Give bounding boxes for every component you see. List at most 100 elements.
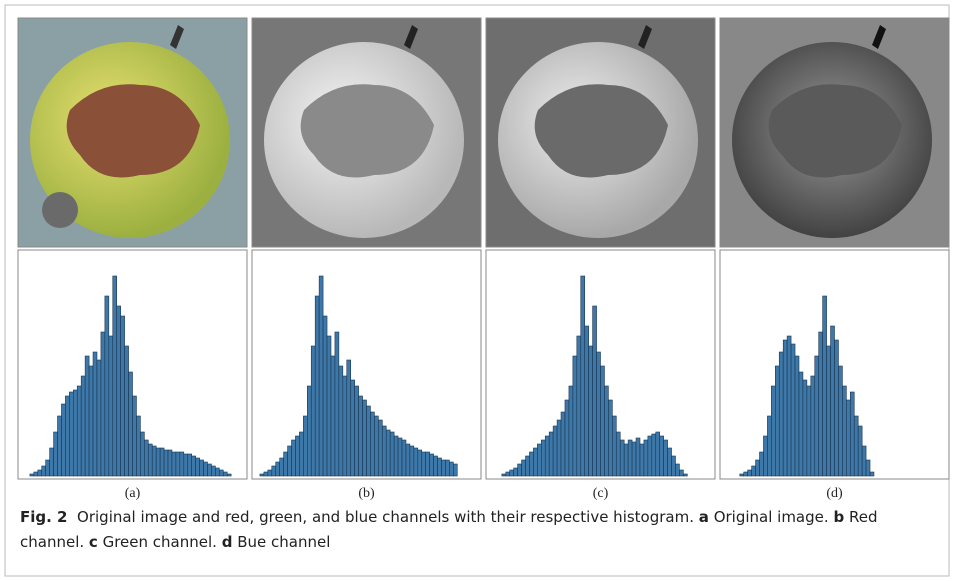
histogram-bar — [636, 438, 640, 476]
histogram-bar — [545, 436, 549, 476]
histogram-bar — [204, 462, 208, 476]
figure-graphics: (a)(b)(c)(d) — [0, 0, 955, 581]
histogram-bar — [73, 390, 77, 476]
histogram-bar — [176, 452, 180, 476]
histogram-bar — [343, 376, 347, 476]
histogram-bar — [557, 420, 561, 476]
histogram-bar — [668, 448, 672, 476]
histogram-bar — [656, 432, 660, 476]
histogram-bar — [616, 432, 620, 476]
histogram-bar — [418, 450, 422, 476]
histogram-bar — [386, 430, 390, 476]
histogram-bar — [351, 380, 355, 476]
histogram-bar — [565, 400, 569, 476]
histogram-bar — [858, 426, 862, 476]
histogram-bar — [34, 472, 38, 476]
caption-text: Original image and red, green, and blue … — [77, 508, 694, 526]
histogram-bar — [791, 344, 795, 476]
histogram-bar — [533, 448, 537, 476]
panel-label: (c) — [593, 486, 609, 501]
histogram-bar — [215, 468, 219, 476]
histogram-bar — [211, 466, 215, 476]
image-b — [252, 18, 481, 247]
histogram-bar — [347, 360, 351, 476]
histogram-bar — [526, 456, 530, 476]
histogram-bar — [846, 400, 850, 476]
part-letter: b — [833, 508, 844, 526]
histogram-bar — [426, 452, 430, 476]
histogram-bar — [581, 276, 585, 476]
histogram-bar — [866, 460, 870, 476]
histogram-bar — [675, 464, 679, 476]
histogram-bar — [577, 336, 581, 476]
histogram-bar — [620, 440, 624, 476]
histogram-bar — [394, 436, 398, 476]
histogram-bar — [188, 454, 192, 476]
histogram-bar — [438, 458, 442, 476]
histogram-bar — [125, 346, 129, 476]
histogram-bar — [510, 470, 514, 476]
histogram-bar — [144, 440, 148, 476]
histogram-bar — [363, 400, 367, 476]
histogram-bar — [359, 396, 363, 476]
part-letter: c — [89, 533, 98, 551]
histogram-bar — [644, 440, 648, 476]
histogram-bar — [529, 452, 533, 476]
histogram-bar — [514, 468, 518, 476]
histogram-bar — [541, 440, 545, 476]
histogram-bar — [441, 460, 445, 476]
histogram-bar — [38, 470, 42, 476]
histogram-bar — [219, 470, 223, 476]
histogram-bar — [585, 326, 589, 476]
histogram-bar — [284, 452, 288, 476]
histogram-bar — [664, 440, 668, 476]
histogram-bar — [200, 460, 204, 476]
histogram-bar — [406, 444, 410, 476]
histogram-bar — [740, 474, 744, 476]
image-a — [18, 18, 247, 247]
histogram-bar — [89, 366, 93, 476]
histogram-bar — [227, 474, 231, 476]
histogram-bar — [660, 436, 664, 476]
histogram-bar — [807, 386, 811, 476]
histogram-bar — [589, 346, 593, 476]
histogram-bar — [323, 316, 327, 476]
histogram-bar — [307, 386, 311, 476]
histogram-bar — [549, 432, 553, 476]
panel-label: (a) — [125, 486, 141, 501]
histogram-bar — [652, 434, 656, 476]
histogram-bar — [370, 412, 374, 476]
histogram-bar — [803, 380, 807, 476]
panel-label: (d) — [826, 486, 843, 501]
histogram-bar — [748, 470, 752, 476]
histogram-bar — [819, 332, 823, 476]
figure-number: Fig. 2 — [20, 508, 67, 526]
histogram-bar — [744, 472, 748, 476]
histogram-bar — [752, 466, 756, 476]
histogram-bar — [787, 336, 791, 476]
histogram-bar — [779, 352, 783, 476]
histogram-bar — [838, 366, 842, 476]
histogram-bar — [795, 356, 799, 476]
histogram-bar — [835, 340, 839, 476]
histogram-bar — [129, 372, 133, 476]
histogram-bar — [133, 396, 137, 476]
histogram-bar — [390, 432, 394, 476]
histogram-bar — [604, 386, 608, 476]
histogram-bar — [760, 452, 764, 476]
histogram-bar — [264, 472, 268, 476]
histogram-bar — [81, 376, 85, 476]
histogram-bar — [862, 446, 866, 476]
histogram-bar — [61, 404, 65, 476]
part-text: Original image. — [714, 508, 829, 526]
histogram-bar — [69, 392, 73, 476]
histogram-bar — [30, 474, 34, 476]
histogram-bar — [93, 352, 97, 476]
histogram-bar — [632, 442, 636, 476]
histogram-bar — [430, 454, 434, 476]
histogram-bar — [640, 444, 644, 476]
histogram-bar — [58, 416, 62, 476]
histogram-bar — [597, 352, 601, 476]
histogram-bar — [335, 332, 339, 476]
histogram-bar — [50, 448, 54, 476]
